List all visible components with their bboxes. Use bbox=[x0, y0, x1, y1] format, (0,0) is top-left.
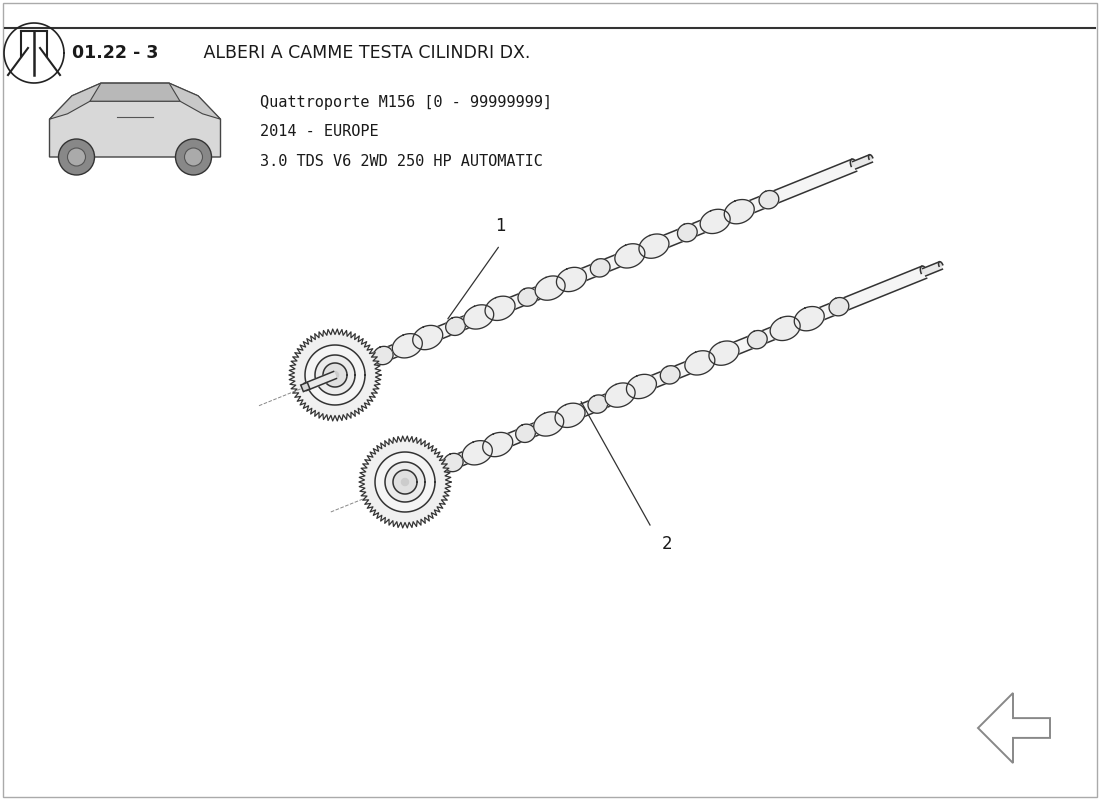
Polygon shape bbox=[794, 306, 824, 331]
Polygon shape bbox=[402, 478, 408, 486]
Circle shape bbox=[67, 148, 86, 166]
Polygon shape bbox=[591, 258, 611, 277]
Text: 2: 2 bbox=[662, 535, 672, 553]
Text: Quattroporte M156 [0 - 99999999]: Quattroporte M156 [0 - 99999999] bbox=[260, 94, 552, 110]
Polygon shape bbox=[373, 346, 393, 365]
Polygon shape bbox=[462, 441, 493, 465]
Polygon shape bbox=[534, 412, 563, 436]
Polygon shape bbox=[770, 316, 800, 341]
Polygon shape bbox=[90, 83, 180, 101]
Polygon shape bbox=[446, 317, 465, 335]
Polygon shape bbox=[305, 345, 365, 405]
Polygon shape bbox=[50, 83, 220, 157]
Polygon shape bbox=[852, 154, 872, 169]
Polygon shape bbox=[708, 341, 739, 366]
Polygon shape bbox=[829, 298, 849, 316]
Polygon shape bbox=[412, 326, 442, 350]
Polygon shape bbox=[443, 454, 463, 472]
Polygon shape bbox=[748, 330, 767, 349]
Text: 1: 1 bbox=[495, 217, 505, 235]
Polygon shape bbox=[403, 266, 926, 488]
Polygon shape bbox=[304, 371, 337, 390]
Polygon shape bbox=[557, 267, 586, 292]
Text: ALBERI A CAMME TESTA CILINDRI DX.: ALBERI A CAMME TESTA CILINDRI DX. bbox=[198, 44, 530, 62]
Polygon shape bbox=[660, 366, 680, 384]
Polygon shape bbox=[385, 462, 425, 502]
Polygon shape bbox=[724, 199, 755, 224]
Polygon shape bbox=[332, 159, 857, 381]
Polygon shape bbox=[535, 276, 565, 300]
Polygon shape bbox=[700, 210, 730, 234]
Polygon shape bbox=[588, 395, 607, 414]
Polygon shape bbox=[678, 223, 697, 242]
Polygon shape bbox=[518, 288, 538, 306]
Polygon shape bbox=[359, 436, 451, 528]
Polygon shape bbox=[685, 350, 715, 375]
Polygon shape bbox=[923, 262, 943, 276]
Polygon shape bbox=[556, 403, 585, 427]
Circle shape bbox=[185, 148, 202, 166]
Polygon shape bbox=[485, 296, 515, 321]
Polygon shape bbox=[315, 355, 355, 395]
Polygon shape bbox=[375, 452, 434, 512]
Polygon shape bbox=[331, 371, 339, 378]
Polygon shape bbox=[626, 374, 657, 398]
Polygon shape bbox=[393, 334, 422, 358]
Polygon shape bbox=[759, 190, 779, 209]
Polygon shape bbox=[289, 329, 381, 421]
Polygon shape bbox=[938, 262, 943, 266]
Polygon shape bbox=[850, 159, 857, 166]
Polygon shape bbox=[516, 424, 536, 442]
Text: 2014 - EUROPE: 2014 - EUROPE bbox=[260, 125, 378, 139]
Polygon shape bbox=[483, 433, 513, 457]
Polygon shape bbox=[323, 363, 346, 387]
Polygon shape bbox=[615, 244, 645, 268]
Polygon shape bbox=[605, 383, 635, 407]
Text: 3.0 TDS V6 2WD 250 HP AUTOMATIC: 3.0 TDS V6 2WD 250 HP AUTOMATIC bbox=[260, 154, 543, 170]
Circle shape bbox=[176, 139, 211, 175]
Polygon shape bbox=[300, 382, 310, 391]
Text: 01.22 - 3: 01.22 - 3 bbox=[72, 44, 158, 62]
Polygon shape bbox=[639, 234, 669, 258]
Circle shape bbox=[58, 139, 95, 175]
Polygon shape bbox=[393, 470, 417, 494]
Polygon shape bbox=[464, 305, 494, 329]
Polygon shape bbox=[50, 83, 220, 119]
Polygon shape bbox=[869, 154, 872, 159]
Polygon shape bbox=[921, 266, 927, 274]
